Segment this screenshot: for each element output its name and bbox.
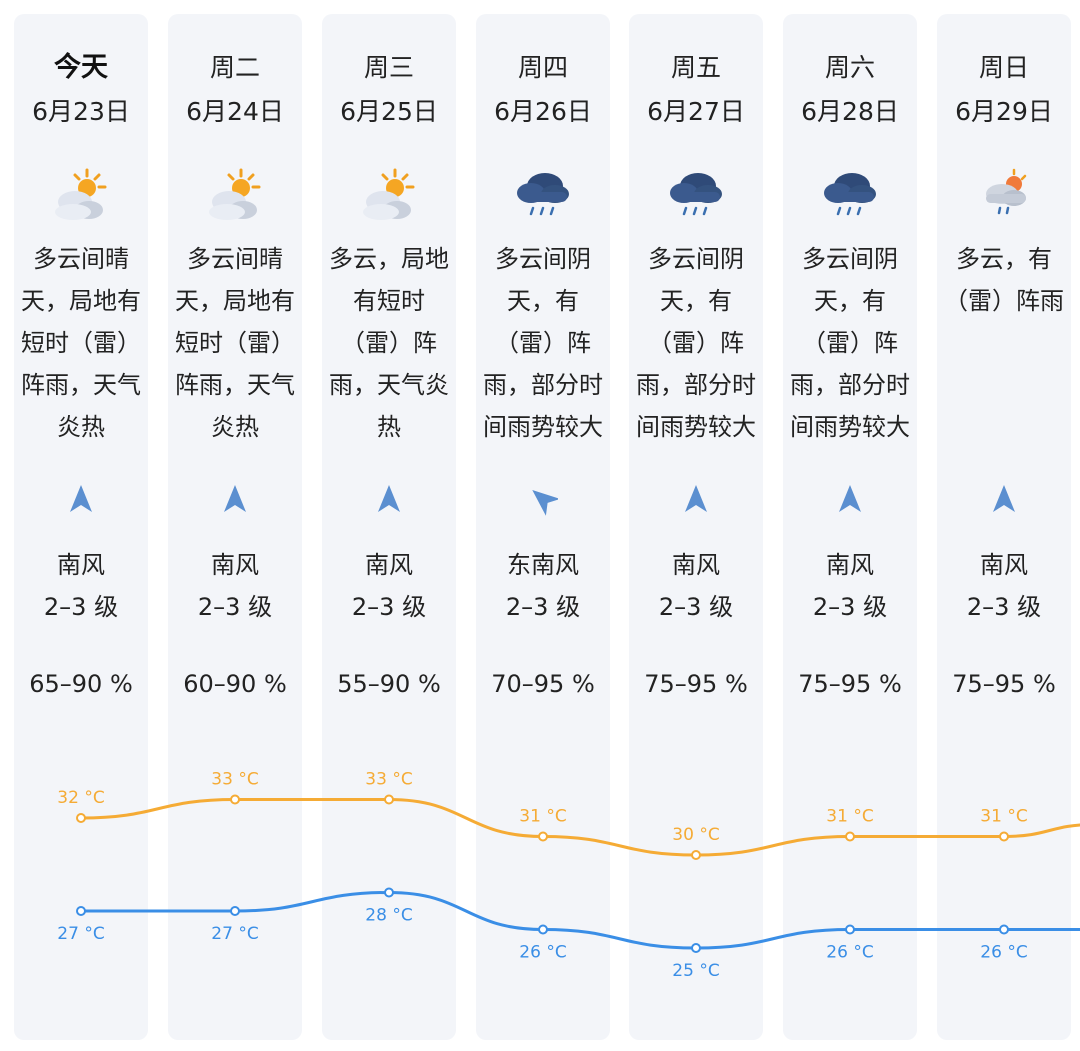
wind-direction: 南风 — [826, 551, 874, 579]
high-temperature-label: 33 °C — [211, 770, 258, 790]
high-temperature-label: 32 °C — [57, 788, 104, 808]
day-column[interactable]: 周五 6月27日多云间阴 天，有 （雷）阵 雨，部分时 间雨势较大南风 2–3 级 7… — [629, 14, 763, 1040]
low-temperature-point — [691, 943, 701, 953]
wind-level: 2–3 级 — [197, 593, 273, 621]
weather-description: 多云间晴 天，局地有 短时（雷） 阵雨，天气 炎热 — [175, 245, 295, 441]
day-name: 周日 — [978, 53, 1029, 82]
day-name: 周四 — [517, 53, 568, 82]
weather-description: 多云，局地 有短时 （雷）阵 雨，天气炎 热 — [329, 245, 449, 441]
low-temperature-label: 28 °C — [365, 906, 412, 926]
arrow-north-icon — [783, 482, 917, 522]
arrow-north-icon — [168, 482, 302, 522]
high-temperature-point — [845, 831, 855, 842]
day-name: 周三 — [363, 53, 414, 82]
low-temperature-label: 27 °C — [57, 924, 104, 944]
wind-level: 2–3 级 — [966, 593, 1042, 621]
rain-cloud-icon — [629, 166, 763, 230]
arrow-north-icon — [937, 482, 1071, 522]
weather-description: 多云，有 （雷）阵雨 — [944, 245, 1064, 315]
wind-direction: 南风 — [365, 551, 413, 579]
high-temperature-label: 33 °C — [365, 770, 412, 790]
low-temperature-point — [76, 906, 86, 916]
day-column[interactable]: 今天 6月23日多云间晴 天，局地有 短时（雷） 阵雨，天气 炎热南风 2–3 级 6… — [14, 14, 148, 1040]
wind-direction: 南风 — [980, 551, 1028, 579]
humidity: 70–95 % — [491, 670, 595, 698]
day-column[interactable]: 周日 6月29日多云，有 （雷）阵雨南风 2–3 级 75–95 % — [937, 14, 1071, 1040]
high-temperature-point — [384, 794, 394, 805]
day-date: 6月26日 — [494, 97, 592, 126]
humidity: 75–95 % — [798, 670, 902, 698]
wind-level: 2–3 级 — [658, 593, 734, 621]
weather-description: 多云间阴 天，有 （雷）阵 雨，部分时 间雨势较大 — [483, 245, 603, 441]
day-date: 6月23日 — [32, 97, 130, 126]
partly-cloudy-sun-icon — [14, 166, 148, 230]
day-date: 6月29日 — [955, 97, 1053, 126]
weather-description: 多云间阴 天，有 （雷）阵 雨，部分时 间雨势较大 — [636, 245, 756, 441]
high-temperature-point — [691, 850, 701, 860]
day-column[interactable]: 周三 6月25日多云，局地 有短时 （雷）阵 雨，天气炎 热南风 2–3 级 55–9… — [322, 14, 456, 1040]
high-temperature-label: 31 °C — [826, 807, 873, 827]
humidity: 75–95 % — [644, 670, 748, 698]
wind-direction: 南风 — [57, 551, 105, 579]
low-temperature-label: 26 °C — [980, 943, 1027, 963]
wind-direction: 南风 — [672, 551, 720, 579]
day-date: 6月27日 — [647, 97, 745, 126]
low-temperature-point — [538, 924, 548, 935]
low-temperature-point — [845, 924, 855, 935]
low-temperature-label: 27 °C — [211, 924, 258, 944]
partly-cloudy-sun-icon — [168, 166, 302, 230]
wind-level: 2–3 级 — [351, 593, 427, 621]
rain-cloud-icon — [476, 166, 610, 230]
high-temperature-point — [999, 831, 1009, 842]
humidity: 65–90 % — [29, 670, 133, 698]
arrow-north-icon — [14, 482, 148, 522]
high-temperature-label: 30 °C — [672, 825, 719, 845]
day-name: 周六 — [824, 53, 875, 82]
day-column[interactable]: 周六 6月28日多云间阴 天，有 （雷）阵 雨，部分时 间雨势较大南风 2–3 级 7… — [783, 14, 917, 1040]
high-temperature-point — [538, 831, 548, 842]
rain-cloud-icon — [783, 166, 917, 230]
partly-cloudy-sun-icon — [322, 166, 456, 230]
day-date: 6月25日 — [340, 97, 438, 126]
wind-level: 2–3 级 — [505, 593, 581, 621]
day-name: 今天 — [54, 52, 108, 83]
weather-description: 多云间晴 天，局地有 短时（雷） 阵雨，天气 炎热 — [21, 245, 141, 441]
low-temperature-point — [999, 924, 1009, 935]
high-temperature-label: 31 °C — [519, 807, 566, 827]
wind-direction: 东南风 — [507, 551, 579, 579]
wind-level: 2–3 级 — [812, 593, 888, 621]
high-temperature-point — [76, 813, 86, 823]
low-temperature-label: 26 °C — [826, 943, 873, 963]
high-temperature-point — [230, 794, 240, 805]
day-name: 周五 — [670, 53, 721, 82]
day-column[interactable]: 周二 6月24日多云间晴 天，局地有 短时（雷） 阵雨，天气 炎热南风 2–3 级 6… — [168, 14, 302, 1040]
arrow-northwest-icon — [476, 482, 610, 522]
humidity: 75–95 % — [952, 670, 1056, 698]
day-date: 6月28日 — [801, 97, 899, 126]
low-temperature-line — [80, 890, 1080, 950]
day-column[interactable]: 周四 6月26日多云间阴 天，有 （雷）阵 雨，部分时 间雨势较大东南风 2–3 级… — [476, 14, 610, 1040]
weather-description: 多云间阴 天，有 （雷）阵 雨，部分时 间雨势较大 — [790, 245, 910, 441]
humidity: 55–90 % — [337, 670, 441, 698]
day-name: 周二 — [209, 53, 260, 82]
high-temperature-line — [80, 797, 1080, 857]
arrow-north-icon — [629, 482, 763, 522]
low-temperature-label: 26 °C — [519, 943, 566, 963]
low-temperature-label: 25 °C — [672, 961, 719, 981]
low-temperature-point — [384, 887, 394, 898]
arrow-north-icon — [322, 482, 456, 522]
day-date: 6月24日 — [186, 97, 284, 126]
low-temperature-point — [230, 906, 240, 916]
wind-direction: 南风 — [211, 551, 259, 579]
wind-level: 2–3 级 — [43, 593, 119, 621]
humidity: 60–90 % — [183, 670, 287, 698]
cloud-sun-rain-icon — [937, 166, 1071, 230]
high-temperature-label: 31 °C — [980, 807, 1027, 827]
